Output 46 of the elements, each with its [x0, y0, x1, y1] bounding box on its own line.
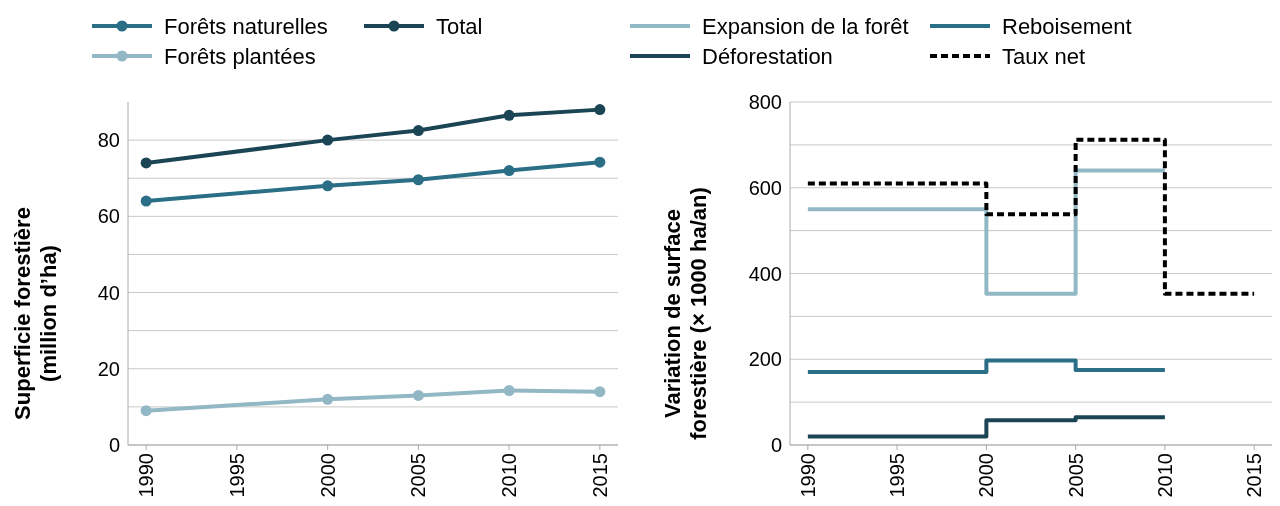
x-tick-label: 2005	[1064, 453, 1087, 498]
y-tick-label: 800	[748, 91, 782, 113]
y-axis-title: Variation de surface forestière (× 1000 ha/an)	[660, 187, 711, 440]
point	[322, 393, 334, 405]
y-tick-label: 20	[97, 357, 120, 380]
point	[140, 405, 152, 417]
y-tick-label: 600	[748, 176, 782, 199]
y-tick-label: 200	[748, 348, 782, 371]
y-tick-label: 0	[770, 434, 782, 456]
point	[503, 109, 515, 121]
x-tick-label: 2010	[498, 453, 521, 498]
legend-label: Reboisement	[1002, 13, 1132, 39]
point	[503, 385, 515, 396]
x-tick-label: 2000	[316, 453, 339, 498]
x-tick-label: 2015	[1243, 453, 1266, 498]
point	[140, 157, 152, 169]
point	[412, 125, 424, 137]
y-axis-title: Superficie forestière (million d’ha)	[10, 207, 61, 420]
x-tick-label: 1990	[135, 453, 158, 498]
legend-label: Forêts plantées	[164, 43, 316, 69]
x-tick-label: 1990	[796, 453, 819, 498]
point	[140, 195, 152, 207]
y-tick-label: 40	[97, 281, 120, 304]
legend-label: Total	[436, 13, 483, 39]
legend-label: Taux net	[1002, 43, 1086, 69]
x-tick-label: 1995	[886, 453, 909, 498]
x-tick-label: 2015	[588, 453, 611, 498]
point	[503, 165, 515, 177]
y-tick-label: 60	[97, 205, 120, 228]
y-tick-label: 0	[108, 434, 120, 456]
point	[594, 104, 606, 116]
point	[322, 134, 334, 146]
x-tick-label: 1995	[225, 453, 248, 498]
legend-label: Expansion de la forêt	[702, 13, 909, 39]
x-tick-label: 2005	[407, 453, 430, 498]
legend-label: Déforestation	[702, 43, 833, 69]
point	[594, 386, 606, 398]
legend-label: Forêts naturelles	[164, 13, 328, 39]
point	[412, 389, 424, 401]
y-tick-label: 80	[97, 129, 120, 152]
x-tick-label: 2010	[1153, 453, 1176, 498]
y-tick-label: 400	[748, 262, 782, 285]
x-tick-label: 2000	[975, 453, 998, 498]
point	[322, 180, 334, 192]
point	[594, 156, 606, 168]
point	[412, 174, 424, 186]
